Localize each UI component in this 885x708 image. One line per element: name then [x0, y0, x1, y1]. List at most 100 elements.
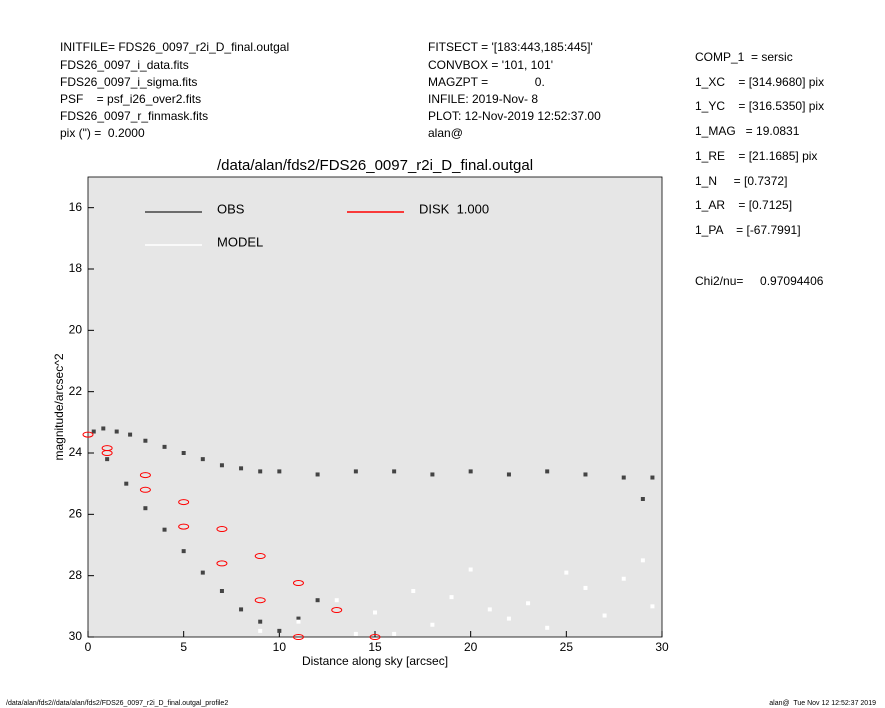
point — [219, 589, 224, 593]
param-line: 1_N = [0.7372] — [695, 174, 787, 188]
param-line: 1_MAG = 19.0831 — [695, 124, 800, 138]
info-line: MAGZPT = 0. — [428, 75, 545, 89]
point — [200, 457, 205, 462]
x-tick-label: 10 — [273, 640, 287, 654]
disk-point — [139, 486, 151, 493]
legend-label: OBS — [217, 201, 245, 216]
y-axis-label: magnitude/arcsec^2 — [52, 353, 66, 460]
point — [430, 472, 435, 477]
y-tick-label: 22 — [69, 384, 83, 398]
point — [506, 616, 511, 621]
legend-label: MODEL — [217, 234, 263, 249]
point — [621, 576, 626, 581]
info-line: PLOT: 12-Nov-2019 12:52:37.00 — [428, 109, 601, 123]
info-line: FDS26_0097_i_data.fits — [60, 58, 189, 72]
point — [602, 613, 607, 618]
disk-point — [101, 450, 113, 456]
point — [296, 619, 301, 624]
point — [91, 429, 96, 434]
point — [353, 631, 358, 636]
point — [258, 619, 263, 624]
disk-point — [254, 553, 266, 560]
x-tick-label: 0 — [85, 640, 92, 654]
disk-point — [178, 523, 190, 530]
x-tick-label: 30 — [655, 640, 669, 654]
point — [487, 607, 492, 612]
y-tick-label: 16 — [69, 200, 83, 214]
point — [143, 438, 148, 443]
info-line: FDS26_0097_i_sigma.fits — [60, 75, 197, 89]
y-tick-label: 28 — [69, 568, 83, 582]
disk-point — [369, 634, 381, 640]
point — [181, 451, 186, 455]
y-tick-label: 18 — [69, 261, 83, 275]
point — [162, 527, 167, 532]
y-tick-label: 24 — [69, 445, 83, 459]
point — [373, 610, 377, 615]
x-tick-label: 5 — [180, 640, 187, 654]
y-tick-label: 26 — [69, 507, 83, 521]
param-line: 1_AR = [0.7125] — [695, 198, 792, 212]
point — [315, 472, 320, 477]
point — [277, 628, 282, 633]
point — [430, 622, 435, 627]
disk-point — [292, 580, 304, 587]
disk-point — [292, 634, 304, 640]
point — [258, 469, 263, 474]
point — [296, 616, 301, 621]
point — [545, 625, 550, 630]
plot-area — [87, 176, 663, 638]
x-tick-label: 20 — [464, 640, 478, 654]
point — [583, 585, 588, 590]
disk-point — [254, 597, 266, 604]
point — [506, 472, 511, 477]
point — [545, 469, 550, 474]
point — [650, 604, 655, 609]
point — [105, 457, 110, 462]
info-line: FDS26_0097_r_finmask.fits — [60, 109, 208, 123]
point — [564, 570, 569, 575]
y-tick-label: 30 — [69, 629, 83, 643]
point — [101, 426, 106, 431]
footer-left: /data/alan/fds2//data/alan/fds2/FDS26_00… — [6, 700, 228, 707]
legend-label: DISK 1.000 — [419, 201, 489, 216]
param-line: 1_YC = [316.5350] pix — [695, 99, 824, 113]
point — [277, 469, 282, 474]
point — [128, 432, 133, 437]
point — [526, 601, 531, 606]
x-tick-label: 25 — [560, 640, 574, 654]
point — [200, 570, 205, 575]
point — [650, 475, 655, 480]
info-line: CONVBOX = '101, 101' — [428, 58, 553, 72]
disk-point — [178, 499, 190, 506]
info-line: FITSECT = '[183:443,185:445]' — [428, 40, 593, 54]
footer-right: alan@ Tue Nov 12 12:52:37 2019 — [769, 700, 876, 707]
point — [258, 628, 263, 633]
chart-title: /data/alan/fds2/FDS26_0097_r2i_D_final.o… — [217, 157, 533, 174]
point — [315, 598, 320, 603]
point — [162, 444, 167, 449]
point — [640, 497, 645, 501]
disk-point — [216, 526, 228, 533]
disk-point — [331, 607, 343, 614]
disk-point — [82, 431, 94, 438]
info-line: pix (") = 0.2000 — [60, 126, 145, 140]
info-line: INITFILE= FDS26_0097_r2i_D_final.outgal — [60, 40, 289, 54]
chi2: Chi2/nu= 0.97094406 — [695, 274, 824, 288]
point — [392, 631, 397, 636]
point — [640, 558, 645, 563]
param-line: COMP_1 = sersic — [695, 50, 793, 64]
info-line: INFILE: 2019-Nov- 8 — [428, 92, 538, 106]
point — [411, 589, 416, 593]
point — [239, 466, 244, 471]
point — [621, 475, 626, 480]
point — [468, 469, 473, 474]
y-tick-label: 20 — [69, 323, 83, 337]
point — [449, 595, 454, 600]
disk-point — [139, 472, 151, 479]
point — [181, 549, 186, 554]
param-line: 1_PA = [-67.7991] — [695, 223, 801, 237]
info-line: alan@ — [428, 126, 463, 140]
x-tick-label: 15 — [368, 640, 382, 654]
point — [219, 463, 224, 468]
